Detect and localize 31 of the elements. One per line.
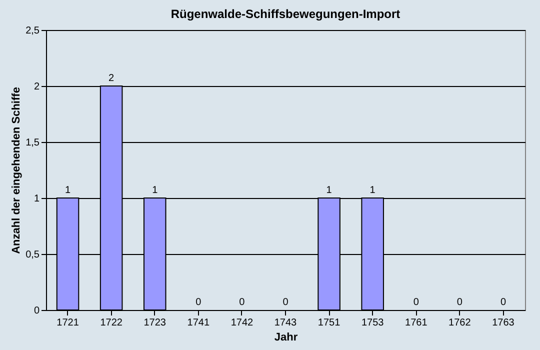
data-label: 2 <box>108 73 115 84</box>
data-label: 1 <box>370 185 376 196</box>
y-tick-label: 2,5 <box>26 26 40 36</box>
x-tick-label: 1721 <box>56 318 80 328</box>
x-tick-label: 1723 <box>144 318 166 328</box>
y-tick-label: 1,5 <box>26 138 40 148</box>
y-tick-label: 2 <box>34 82 40 92</box>
x-tick-label: 1722 <box>100 318 123 328</box>
y-tick-label: 0,5 <box>26 250 40 260</box>
data-label: 0 <box>239 297 246 308</box>
x-tick-label: 1763 <box>492 318 515 328</box>
data-label: 0 <box>196 297 202 308</box>
chart-title: Rügenwalde-Schiffsbewegungen-Import <box>170 7 400 21</box>
y-tick-label: 1 <box>34 194 40 204</box>
data-label: 1 <box>326 185 332 196</box>
x-tick-label: 1743 <box>274 318 298 328</box>
data-label: 0 <box>282 297 289 308</box>
x-tick-label: 1761 <box>405 318 428 328</box>
y-axis-title: Anzahl der eingehenden Schiffe <box>10 87 23 254</box>
data-label: 1 <box>64 185 71 196</box>
x-tick-label: 1751 <box>318 318 341 328</box>
data-label: 1 <box>152 185 158 196</box>
x-axis-title: Jahr <box>274 332 298 344</box>
x-tick-label: 1742 <box>230 318 254 328</box>
data-label: 0 <box>456 297 463 308</box>
x-tick-label: 1762 <box>448 318 472 328</box>
x-tick-label: 1753 <box>361 318 384 328</box>
data-label: 0 <box>500 297 506 308</box>
data-label: 0 <box>413 297 420 308</box>
x-tick-label: 1741 <box>187 318 210 328</box>
y-tick-label: 0 <box>34 306 40 316</box>
